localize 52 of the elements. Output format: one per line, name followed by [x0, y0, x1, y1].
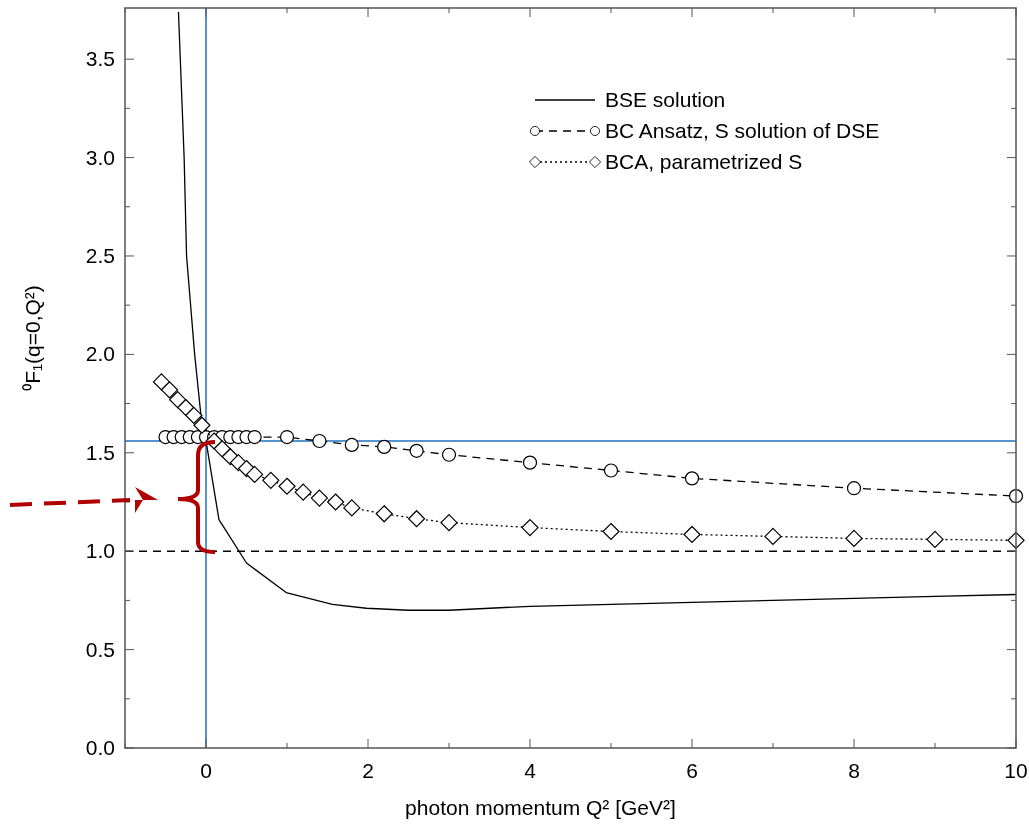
point — [294, 483, 312, 501]
point — [279, 429, 295, 445]
x-tick-label: 10 — [1004, 759, 1028, 782]
point — [764, 527, 782, 546]
point — [846, 481, 862, 496]
point — [602, 522, 620, 541]
y-axis-title: ⁰F₁(q=0,Q²) — [21, 285, 44, 391]
point — [160, 381, 179, 399]
x-tick-label: 0 — [200, 759, 212, 782]
point — [845, 529, 863, 547]
y-tick-label: 1.5 — [85, 440, 115, 464]
point — [310, 489, 328, 507]
x-tick-label: 2 — [362, 759, 374, 782]
point — [312, 433, 327, 449]
point — [193, 416, 211, 434]
point — [408, 510, 426, 528]
point — [185, 406, 203, 424]
point — [409, 443, 424, 458]
legend-label: BSE solution — [605, 88, 726, 111]
point — [343, 499, 361, 517]
point — [177, 398, 195, 417]
point — [278, 477, 296, 495]
point — [441, 447, 457, 462]
point — [152, 373, 171, 391]
legend-label: BCA, parametrized S — [605, 150, 803, 173]
y-tick-label: 1.0 — [85, 539, 115, 563]
point — [603, 463, 619, 478]
point — [246, 465, 264, 484]
x-axis-title: photon momentum Q² [GeV²] — [405, 796, 676, 819]
point — [213, 440, 231, 458]
point — [247, 429, 262, 445]
y-tick-label: 2.0 — [85, 342, 115, 366]
point — [521, 518, 539, 537]
y-tick-label: 3.0 — [85, 145, 115, 169]
x-tick-label: 8 — [848, 759, 860, 782]
point — [262, 471, 280, 489]
point — [344, 437, 359, 453]
y-tick-label: 0.5 — [85, 637, 115, 661]
point — [926, 530, 944, 548]
point — [377, 439, 392, 454]
x-tick-label: 4 — [524, 759, 537, 782]
y-tick-label: 2.5 — [85, 243, 115, 267]
legend-label: BC Ansatz, S solution of DSE — [605, 119, 880, 142]
point — [522, 455, 538, 470]
y-tick-label: 0.0 — [85, 736, 115, 759]
point — [375, 505, 393, 523]
point — [327, 493, 345, 511]
point — [684, 471, 700, 486]
x-tick-label: 6 — [686, 759, 698, 782]
y-tick-label: 3.5 — [85, 47, 115, 71]
point — [440, 514, 458, 532]
point — [683, 525, 701, 544]
